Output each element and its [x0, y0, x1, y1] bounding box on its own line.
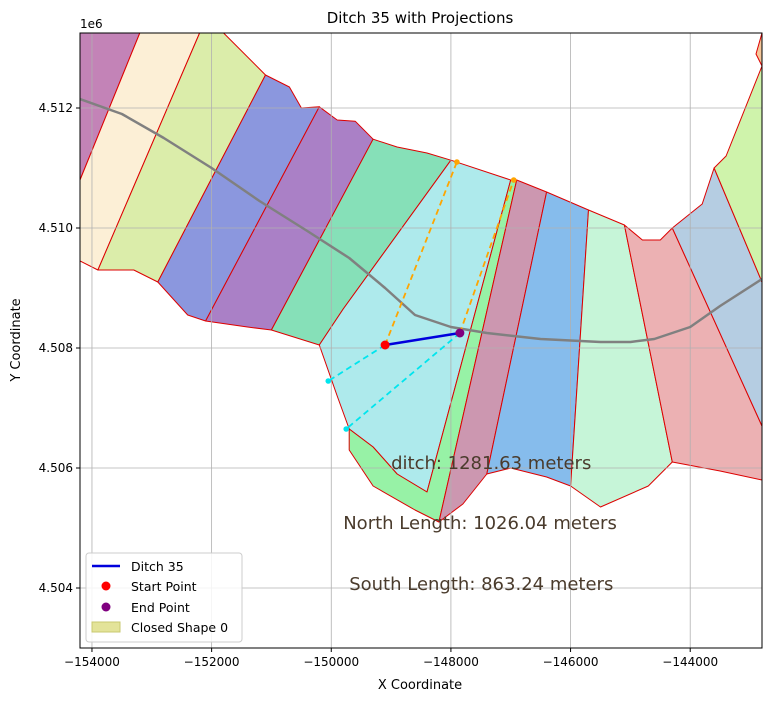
x-tick-label: −144000	[662, 655, 718, 669]
y-axis-ticks: 4.504 4.506 4.508 4.510 4.512	[39, 101, 80, 595]
annotation-2: South Length: 863.24 meters	[349, 574, 613, 595]
plot-area: ditch: 1281.63 meters North Length: 1026.…	[80, 33, 762, 648]
x-axis-ticks: −154000 −152000 −150000 −148000 −146000 −1440…	[64, 648, 718, 669]
annotation-1: North Length: 1026.04 meters	[343, 513, 617, 534]
north-projection-line-1	[459, 179, 515, 334]
y-tick-label: 4.512	[39, 101, 73, 115]
annotations-layer: ditch: 1281.63 meters North Length: 1026.…	[343, 453, 617, 595]
y-tick-label: 4.510	[39, 221, 73, 235]
south-projection-point-1	[343, 426, 350, 432]
y-tick-label: 4.508	[39, 341, 73, 355]
annotation-0: ditch: 1281.63 meters	[391, 453, 591, 474]
x-tick-label: −148000	[423, 655, 479, 669]
north-projection-line-0	[384, 161, 458, 346]
projection-polygon-1	[80, 33, 201, 271]
x-tick-label: −152000	[184, 655, 240, 669]
legend-end-swatch	[101, 602, 111, 612]
x-tick-label: −154000	[64, 655, 120, 669]
end-point-marker	[455, 328, 465, 338]
ditch-line	[384, 331, 461, 347]
x-tick-label: −150000	[303, 655, 359, 669]
south-projection-line-1	[345, 332, 461, 430]
north-projection-point-0	[454, 159, 460, 165]
legend-end-label: End Point	[131, 600, 190, 615]
south-projection-line-0	[327, 344, 386, 382]
y-tick-label: 4.506	[39, 461, 73, 475]
start-point-marker	[380, 340, 390, 350]
chart-title: Ditch 35 with Projections	[327, 9, 514, 27]
legend-box	[85, 552, 243, 643]
x-axis-label: X Coordinate	[378, 678, 462, 693]
legend-shape-label: Closed Shape 0	[131, 620, 228, 635]
north-projection-point-1	[510, 177, 517, 183]
centerline-path	[80, 97, 762, 344]
legend-start-label: Start Point	[131, 579, 197, 594]
grid-layer	[80, 33, 762, 648]
south-projection-point-0	[325, 378, 332, 384]
legend-shape-swatch	[91, 621, 121, 633]
projection-polygon-14	[755, 33, 762, 67]
plot-frame	[79, 32, 763, 649]
x-tick-label: −146000	[543, 655, 599, 669]
projection-polygon-8	[438, 179, 548, 523]
legend-start-swatch	[101, 581, 111, 591]
projection-polygon-11	[623, 224, 762, 481]
y-axis-label: Y Coordinate	[9, 298, 24, 382]
lines-layer	[80, 97, 762, 432]
y-tick-label: 4.504	[39, 581, 73, 595]
legend: Ditch 35 Start Point End Point Closed Sh…	[85, 552, 243, 643]
legend-ditch-label: Ditch 35	[131, 559, 184, 574]
y-offset-label: 1e6	[80, 17, 103, 31]
